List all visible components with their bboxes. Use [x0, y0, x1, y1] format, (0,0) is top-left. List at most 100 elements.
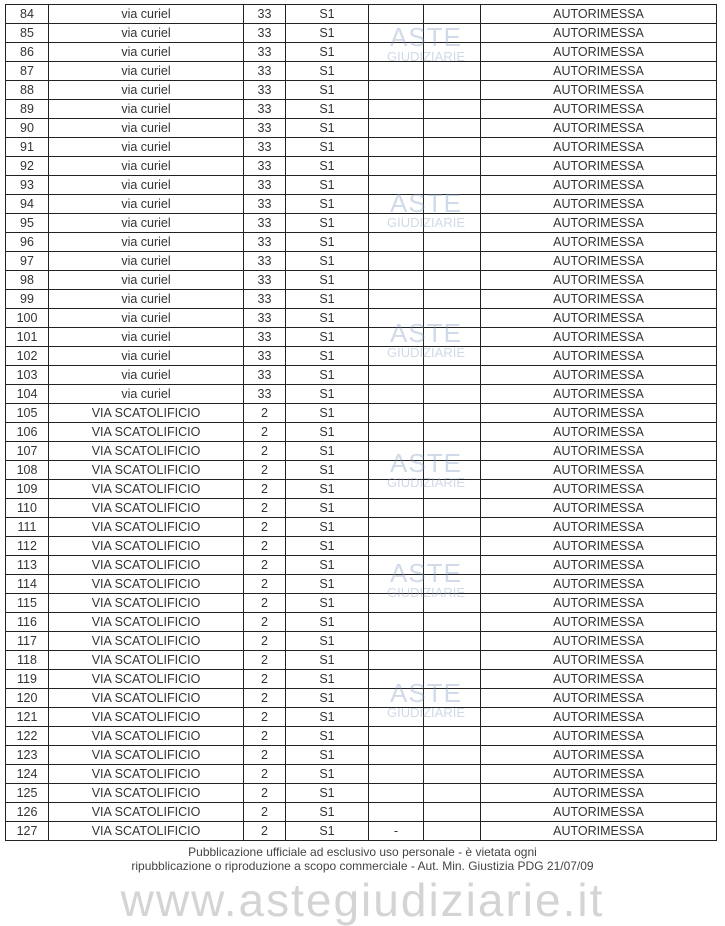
cell-street: VIA SCATOLIFICIO	[48, 460, 244, 480]
cell-category: AUTORIMESSA	[480, 498, 717, 518]
cell-col-6	[423, 688, 481, 708]
cell-civic-number: 2	[243, 745, 286, 765]
cell-floor: S1	[285, 726, 369, 746]
cell-civic-number: 33	[243, 156, 286, 176]
cell-category: AUTORIMESSA	[480, 422, 717, 442]
cell-category: AUTORIMESSA	[480, 764, 717, 784]
cell-street: via curiel	[48, 194, 244, 214]
cell-floor: S1	[285, 232, 369, 252]
cell-street: via curiel	[48, 99, 244, 119]
cell-col-6	[423, 726, 481, 746]
cell-row-number: 89	[5, 99, 49, 119]
cell-row-number: 118	[5, 650, 49, 670]
cell-street: VIA SCATOLIFICIO	[48, 707, 244, 727]
cell-floor: S1	[285, 574, 369, 594]
table-row: 84 via curiel 33 S1 AUTORIMESSA	[5, 4, 717, 24]
cell-col-6	[423, 403, 481, 423]
cell-col-5	[368, 270, 424, 290]
cell-col-5	[368, 422, 424, 442]
cell-floor: S1	[285, 137, 369, 157]
cell-street: VIA SCATOLIFICIO	[48, 593, 244, 613]
cell-category: AUTORIMESSA	[480, 536, 717, 556]
cell-row-number: 92	[5, 156, 49, 176]
cell-col-5	[368, 688, 424, 708]
cell-civic-number: 2	[243, 669, 286, 689]
table-row: 124 VIA SCATOLIFICIO 2 S1 AUTORIMESSA	[5, 764, 717, 784]
cell-category: AUTORIMESSA	[480, 783, 717, 803]
cell-floor: S1	[285, 631, 369, 651]
cell-col-6	[423, 175, 481, 195]
cell-category: AUTORIMESSA	[480, 61, 717, 81]
cell-floor: S1	[285, 669, 369, 689]
cell-civic-number: 33	[243, 80, 286, 100]
cell-category: AUTORIMESSA	[480, 308, 717, 328]
cell-row-number: 94	[5, 194, 49, 214]
table-row: 115 VIA SCATOLIFICIO 2 S1 AUTORIMESSA	[5, 593, 717, 613]
cell-row-number: 85	[5, 23, 49, 43]
cell-civic-number: 2	[243, 441, 286, 461]
cell-category: AUTORIMESSA	[480, 23, 717, 43]
table-row: 125 VIA SCATOLIFICIO 2 S1 AUTORIMESSA	[5, 783, 717, 803]
cell-col-5	[368, 61, 424, 81]
cell-col-5	[368, 764, 424, 784]
cell-col-6	[423, 650, 481, 670]
cell-col-6	[423, 251, 481, 271]
cell-row-number: 100	[5, 308, 49, 328]
cell-street: VIA SCATOLIFICIO	[48, 726, 244, 746]
cell-col-5	[368, 745, 424, 765]
table-row: 123 VIA SCATOLIFICIO 2 S1 AUTORIMESSA	[5, 745, 717, 765]
publication-notice: Pubblicazione ufficiale ad esclusivo uso…	[60, 845, 665, 873]
cell-col-6	[423, 536, 481, 556]
cell-col-5	[368, 4, 424, 24]
cell-row-number: 101	[5, 327, 49, 347]
cell-floor: S1	[285, 783, 369, 803]
cell-street: VIA SCATOLIFICIO	[48, 612, 244, 632]
cell-col-6	[423, 137, 481, 157]
cell-floor: S1	[285, 99, 369, 119]
cell-row-number: 126	[5, 802, 49, 822]
cell-civic-number: 2	[243, 726, 286, 746]
table-row: 89 via curiel 33 S1 AUTORIMESSA	[5, 99, 717, 119]
cell-col-5	[368, 118, 424, 138]
cell-category: AUTORIMESSA	[480, 4, 717, 24]
cell-col-6	[423, 118, 481, 138]
cell-col-6	[423, 574, 481, 594]
table-row: 120 VIA SCATOLIFICIO 2 S1 AUTORIMESSA	[5, 688, 717, 708]
cell-col-5	[368, 365, 424, 385]
cell-col-5	[368, 194, 424, 214]
cell-category: AUTORIMESSA	[480, 650, 717, 670]
cell-category: AUTORIMESSA	[480, 460, 717, 480]
cell-civic-number: 2	[243, 422, 286, 442]
cell-street: via curiel	[48, 232, 244, 252]
cell-floor: S1	[285, 194, 369, 214]
table-row: 105 VIA SCATOLIFICIO 2 S1 AUTORIMESSA	[5, 403, 717, 423]
cell-floor: S1	[285, 479, 369, 499]
cell-floor: S1	[285, 61, 369, 81]
cell-col-6	[423, 232, 481, 252]
cell-row-number: 120	[5, 688, 49, 708]
cell-col-5: -	[368, 821, 424, 841]
cell-col-5	[368, 99, 424, 119]
cell-col-5	[368, 631, 424, 651]
cell-category: AUTORIMESSA	[480, 441, 717, 461]
table-row: 96 via curiel 33 S1 AUTORIMESSA	[5, 232, 717, 252]
cell-row-number: 110	[5, 498, 49, 518]
cell-row-number: 113	[5, 555, 49, 575]
cell-category: AUTORIMESSA	[480, 669, 717, 689]
cell-row-number: 114	[5, 574, 49, 594]
cell-col-5	[368, 23, 424, 43]
cell-civic-number: 2	[243, 536, 286, 556]
cell-street: VIA SCATOLIFICIO	[48, 821, 244, 841]
table-row: 103 via curiel 33 S1 AUTORIMESSA	[5, 365, 717, 385]
cell-floor: S1	[285, 460, 369, 480]
cell-col-5	[368, 384, 424, 404]
cell-floor: S1	[285, 42, 369, 62]
notice-line-1: Pubblicazione ufficiale ad esclusivo uso…	[188, 845, 537, 859]
table-row: 99 via curiel 33 S1 AUTORIMESSA	[5, 289, 717, 309]
cell-category: AUTORIMESSA	[480, 175, 717, 195]
cell-col-6	[423, 764, 481, 784]
cell-col-5	[368, 555, 424, 575]
table-row: 118 VIA SCATOLIFICIO 2 S1 AUTORIMESSA	[5, 650, 717, 670]
cell-col-6	[423, 498, 481, 518]
watermark-site: www.astegiudiziarie.it	[120, 874, 605, 926]
